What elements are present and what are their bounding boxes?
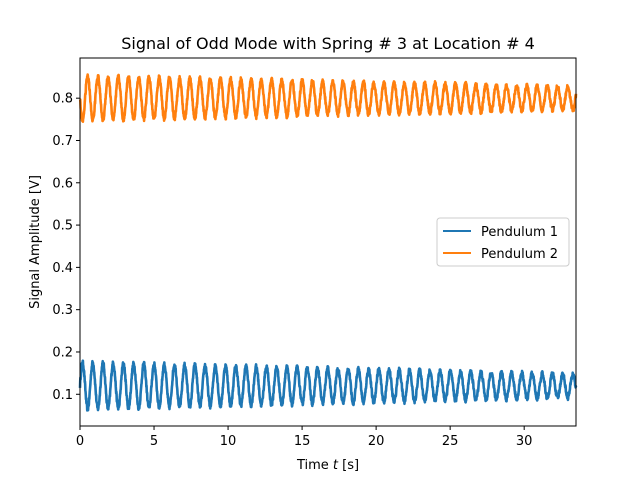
x-tick-label: 0 (76, 434, 84, 449)
y-axis-ticks: 0.1 0.2 0.3 0.4 0.5 0.6 0.7 0.8 (52, 92, 80, 403)
legend: Pendulum 1 Pendulum 2 (436, 217, 570, 267)
y-tick-label: 0.4 (52, 261, 73, 276)
chart-title: Signal of Odd Mode with Spring # 3 at Lo… (121, 34, 535, 53)
legend-label-pendulum-1: Pendulum 1 (481, 225, 558, 240)
y-tick-label: 0.6 (52, 176, 73, 191)
y-tick-label: 0.1 (52, 388, 73, 403)
y-tick-label: 0.7 (52, 134, 73, 149)
x-axis-ticks: 0 5 10 15 20 25 30 (76, 426, 533, 449)
x-tick-label: 30 (516, 434, 533, 449)
x-axis-label: Time t [s] (296, 458, 359, 473)
series-line-pendulum-2 (78, 73, 578, 124)
legend-label-pendulum-2: Pendulum 2 (481, 247, 558, 262)
x-axis-label-suffix: [s] (338, 458, 359, 473)
y-axis-label: Signal Amplitude [V] (28, 175, 43, 309)
x-tick-label: 15 (294, 434, 311, 449)
plot-frame (79, 57, 577, 427)
x-tick-label: 5 (150, 434, 158, 449)
x-axis-label-variable: t (333, 458, 339, 473)
x-axis-label-prefix: Time (296, 458, 333, 473)
x-tick-label: 20 (368, 434, 385, 449)
y-tick-label: 0.2 (52, 345, 73, 360)
y-tick-label: 0.3 (52, 303, 73, 318)
series-line-pendulum-1 (78, 359, 578, 412)
y-tick-label: 0.5 (52, 219, 73, 234)
x-tick-label: 25 (442, 434, 459, 449)
series-layer (78, 73, 578, 412)
y-tick-label: 0.8 (52, 92, 73, 107)
x-tick-label: 10 (220, 434, 237, 449)
